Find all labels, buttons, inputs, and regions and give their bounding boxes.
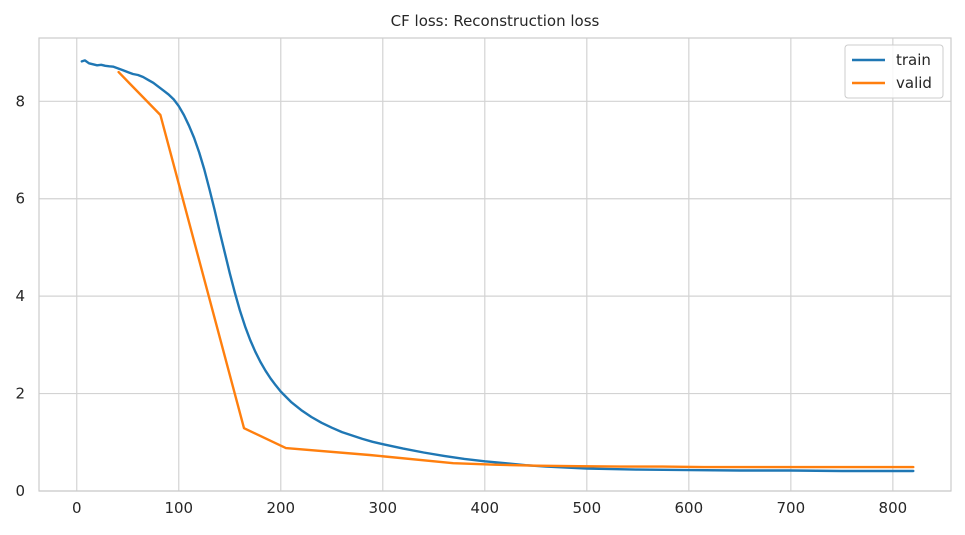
- grid-lines: [39, 38, 951, 492]
- y-tick-label: 0: [15, 482, 25, 500]
- series-line-valid: [117, 70, 915, 469]
- y-tick-label: 4: [15, 287, 25, 305]
- y-tick-label: 8: [15, 92, 25, 110]
- chart-title: CF loss: Reconstruction loss: [391, 12, 600, 30]
- x-tick-label: 400: [470, 499, 499, 517]
- y-axis-ticks: 0 2 4 6 8: [15, 92, 25, 500]
- legend-label-train: train: [896, 51, 931, 69]
- legend-box: [844, 44, 944, 99]
- x-tick-label: 300: [368, 499, 397, 517]
- y-tick-label: 2: [15, 385, 25, 403]
- x-tick-label: 200: [266, 499, 295, 517]
- legend: train valid: [844, 44, 944, 99]
- series-lines: [80, 59, 915, 473]
- x-tick-label: 800: [879, 499, 908, 517]
- plot-frame: [38, 37, 952, 492]
- y-tick-label: 6: [15, 190, 25, 208]
- x-tick-label: 500: [572, 499, 601, 517]
- x-tick-label: 100: [164, 499, 193, 517]
- x-tick-label: 700: [777, 499, 806, 517]
- x-tick-label: 0: [72, 499, 82, 517]
- series-line-train: [80, 59, 915, 473]
- x-axis-ticks: 0 100 200 300 400 500 600 700 800: [72, 499, 907, 517]
- x-tick-label: 600: [675, 499, 704, 517]
- legend-label-valid: valid: [896, 74, 932, 92]
